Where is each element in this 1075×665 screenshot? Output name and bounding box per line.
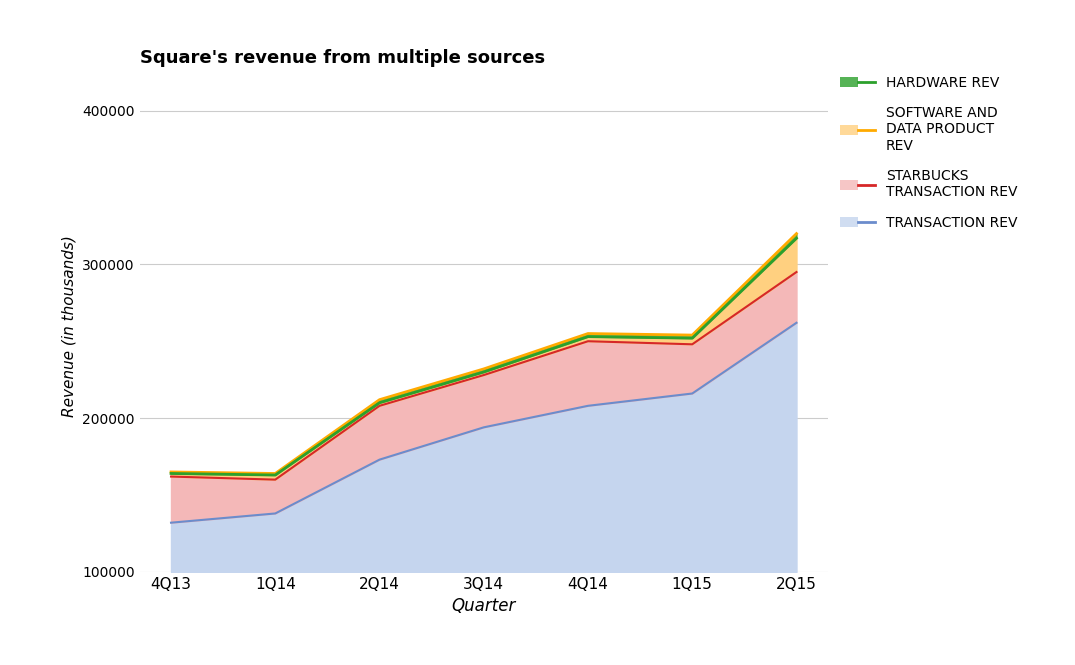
Text: Square's revenue from multiple sources: Square's revenue from multiple sources xyxy=(140,49,545,67)
Y-axis label: Revenue (in thousands): Revenue (in thousands) xyxy=(61,235,76,417)
Legend: HARDWARE REV, SOFTWARE AND
DATA PRODUCT
REV, STARBUCKS
TRANSACTION REV, TRANSACT: HARDWARE REV, SOFTWARE AND DATA PRODUCT … xyxy=(834,70,1023,235)
X-axis label: Quarter: Quarter xyxy=(452,597,516,615)
